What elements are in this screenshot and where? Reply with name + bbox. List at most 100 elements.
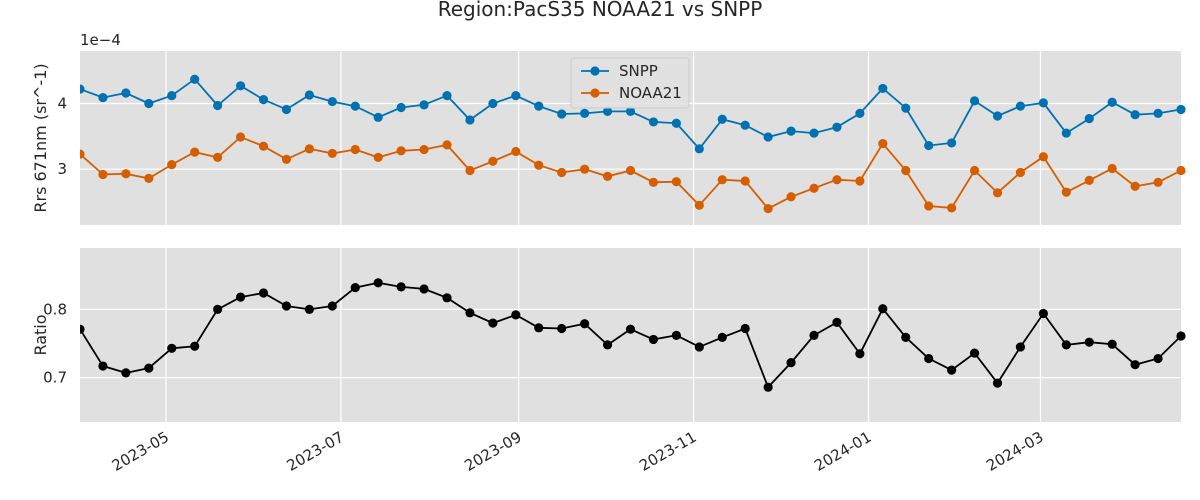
noaa21-point: [580, 164, 590, 174]
snpp-point: [992, 111, 1003, 121]
x-tick-label: 2024-03: [983, 428, 1046, 475]
snpp-point: [878, 83, 888, 94]
ratio-point: [1107, 339, 1117, 349]
noaa21-point: [992, 188, 1003, 198]
snpp-point: [144, 98, 154, 109]
snpp-point: [419, 100, 429, 110]
ratio-point: [1084, 337, 1094, 347]
ratio-point: [924, 353, 934, 364]
ratio-series: [80, 278, 1186, 392]
ratio-point: [763, 382, 773, 392]
noaa21-point: [350, 144, 360, 155]
noaa21-point: [80, 149, 85, 159]
noaa21-point: [213, 152, 223, 162]
snpp-point: [786, 126, 796, 136]
x-tick-label: 2024-01: [811, 428, 874, 475]
snpp-point: [1061, 128, 1071, 138]
snpp-point: [602, 106, 613, 117]
snpp-point: [924, 140, 934, 151]
noaa21-point: [786, 192, 796, 202]
ratio-point: [786, 358, 796, 368]
snpp-point: [947, 138, 957, 148]
snpp-point: [557, 109, 567, 119]
snpp-point: [511, 91, 521, 101]
noaa21-point: [809, 183, 819, 193]
ratio-point: [465, 308, 475, 318]
snpp-point: [740, 120, 750, 130]
snpp-point: [1130, 110, 1140, 120]
ratio-point: [213, 304, 223, 315]
noaa21-point: [625, 165, 636, 176]
ratio-point: [373, 278, 383, 288]
y-tick-label: 3: [57, 160, 67, 178]
snpp-point: [190, 74, 200, 84]
snpp-point: [80, 84, 85, 94]
noaa21-point: [511, 146, 521, 157]
ratio-point: [1153, 353, 1163, 364]
snpp-point: [235, 81, 246, 91]
ratio-point: [1176, 331, 1186, 341]
noaa21-point: [832, 175, 842, 185]
legend-noaa21-label: NOAA21: [619, 84, 682, 102]
y-tick-label: 4: [57, 95, 67, 113]
snpp-point: [648, 117, 659, 127]
ratio-point: [947, 365, 957, 375]
snpp-point: [442, 91, 452, 101]
ratio-point: [235, 292, 246, 302]
noaa21-point: [1038, 152, 1048, 162]
legend-snpp-marker: [590, 66, 600, 76]
noaa21-point: [602, 171, 613, 182]
snpp-point: [121, 88, 131, 98]
snpp-point: [969, 96, 980, 106]
snpp-point: [901, 103, 911, 113]
noaa21-point: [465, 165, 475, 176]
noaa21-point: [419, 144, 429, 155]
noaa21-point: [235, 132, 246, 142]
legend-noaa21-marker: [590, 88, 600, 98]
snpp-point: [763, 132, 773, 142]
ratio-point: [442, 293, 452, 303]
legend: SNPP NOAA21: [570, 57, 690, 109]
noaa21-point: [878, 138, 888, 149]
rrs-y-ticks: 34: [57, 95, 67, 179]
x-tick-label: 2023-07: [284, 428, 347, 475]
ratio-point: [969, 348, 980, 358]
x-tick-label: 2023-11: [636, 428, 699, 475]
ratio-point: [1038, 308, 1048, 319]
noaa21-point: [373, 152, 383, 162]
snpp-point: [213, 100, 223, 111]
chart-title: Region:PacS35 NOAA21 vs SNPP: [438, 0, 763, 21]
ratio-point: [809, 330, 819, 340]
snpp-point: [167, 91, 177, 101]
snpp-point: [1084, 114, 1094, 124]
noaa21-point: [1015, 167, 1026, 178]
noaa21-point: [121, 169, 131, 179]
ratio-point: [190, 341, 200, 351]
snpp-point: [534, 101, 544, 111]
ratio-point: [878, 304, 888, 314]
noaa21-point: [190, 147, 200, 157]
ratio-point: [557, 323, 567, 334]
noaa21-point: [1130, 181, 1140, 191]
snpp-point: [304, 90, 314, 100]
ratio-point: [580, 319, 590, 329]
snpp-point: [855, 108, 865, 118]
x-tick-labels: 2023-05 2023-07 2023-09 2023-11 2024-01 2024-…: [109, 428, 1047, 475]
noaa21-point: [98, 169, 108, 180]
ratio-plot-area: [80, 248, 1181, 422]
noaa21-point: [671, 177, 681, 187]
y-tick-label: 0.8: [43, 300, 67, 318]
noaa21-point: [1176, 165, 1186, 176]
ratio-point: [304, 304, 314, 315]
ratio-point: [167, 343, 177, 353]
snpp-point: [809, 128, 819, 138]
rrs-offset-text: 1e−4: [80, 31, 121, 49]
snpp-point: [671, 118, 681, 128]
noaa21-point: [281, 154, 292, 164]
noaa21-point: [1084, 175, 1094, 185]
noaa21-point: [901, 165, 911, 176]
noaa21-point: [488, 156, 498, 166]
rrs-y-axis-label: Rrs 671nm (sr^-1): [31, 63, 50, 212]
ratio-point: [832, 317, 842, 327]
